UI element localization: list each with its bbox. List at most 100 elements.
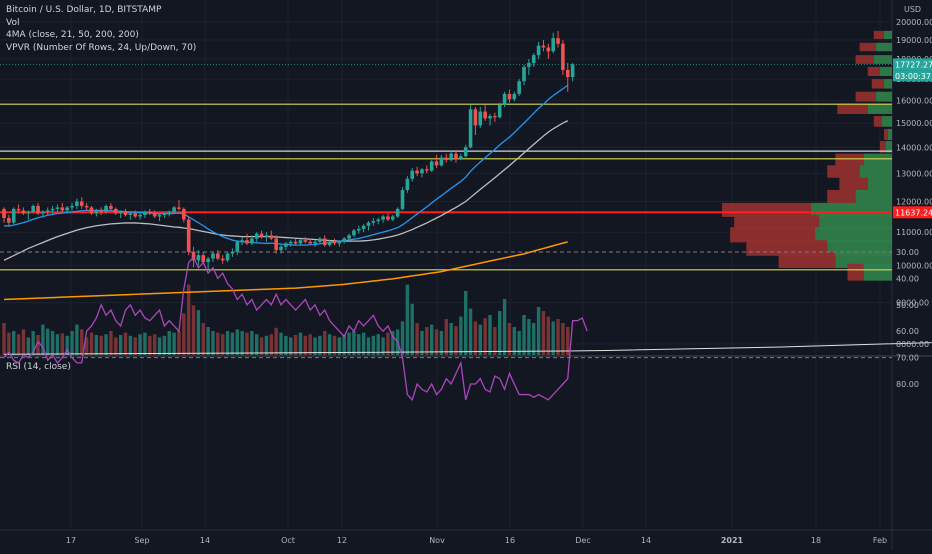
chart-legend: Bitcoin / U.S. Dollar, 1D, BITSTAMP Vol … [6,4,196,54]
rsi-tick-label: 80.00 [896,380,919,389]
vpvr-bar-up [887,128,892,141]
volume-bar [245,332,249,355]
vpvr-bar-up [875,42,892,52]
candle-body [11,208,16,223]
indicator-volume[interactable]: Vol [6,17,20,28]
countdown-badge-bg [893,70,932,82]
candle-body [216,253,220,259]
vpvr-bar-up [867,177,892,191]
vpvr-bar-up [881,116,892,127]
candle-body [449,153,453,161]
rsi-title: RSI (14, close) [6,362,71,372]
candle-body [196,255,201,261]
time-tick-label: 16 [505,536,515,545]
volume-bar [21,329,26,355]
candle-body [113,208,118,214]
volume-bar [206,327,210,355]
vpvr-bar-up [863,263,892,281]
volume-bar [274,327,278,355]
candle-body [245,240,249,244]
candle-body [31,205,35,212]
symbol-title[interactable]: Bitcoin / U.S. Dollar, 1D, BITSTAMP [6,5,162,15]
vpvr-bar-up [863,153,892,166]
vpvr-bar-down [879,141,886,153]
candle-body [298,240,303,244]
candle-body [65,207,69,211]
candle-body [410,170,415,179]
volume-bar [196,310,201,355]
marked-level-badge: 11637.24 [895,208,932,217]
vpvr-bar-up [811,202,892,217]
volume-bar [337,337,342,355]
candle-body [488,116,492,119]
candle-body [94,210,99,214]
volume-bar [104,334,108,355]
volume-bar [381,337,385,355]
candle-body [201,255,206,263]
candle-body [157,214,162,217]
rsi-tick-label: 30.00 [896,248,919,257]
volume-bar [7,332,11,355]
indicator-ma[interactable]: 4MA (close, 21, 50, 200, 200) [6,30,139,40]
volume-bar [2,323,6,355]
candle-body [361,225,366,229]
candle-body [182,208,186,220]
volume-bar [191,305,196,355]
volume-bar [26,337,30,355]
ma200-line [3,241,568,301]
candle-body [327,241,332,246]
candle-body [50,208,55,211]
volume-bar [201,323,205,355]
volume-bar [425,327,429,355]
candle-body [26,211,31,214]
volume-bar [279,332,283,355]
volume-bar [546,316,551,355]
volume-bar [561,323,565,355]
indicator-vpvr[interactable]: VPVR (Number Of Rows, 24, Up/Down, 70) [6,42,197,53]
volume-bar [240,331,244,355]
volume-bar [352,331,356,355]
vpvr-bar-down [734,214,820,230]
candle-body [313,241,317,244]
ma200-secondary-line [3,342,932,355]
volume-bar [250,331,254,355]
candle-body [502,93,507,105]
vpvr-bar-down [847,263,864,281]
volume-bar [118,335,123,355]
vpvr-bar-up [883,79,892,89]
candles [2,30,575,270]
candle-body [478,111,483,126]
volume-bar [420,331,424,355]
volume-bar [114,337,118,355]
volume-bar [371,335,376,355]
candle-body [75,201,79,206]
vpvr-bar-down [871,79,884,89]
vpvr-bar-up [885,141,892,153]
candle-body [79,201,84,206]
candle-body [7,218,11,223]
time-tick-label: Feb [873,536,887,545]
volume-bar [60,333,65,355]
candle-body [420,169,424,174]
rsi-tick-label: 70.00 [896,354,919,363]
rsi-panel: 30.00 40.00 50.00 60.00 70.00 80.00 RSI (14, c… [0,248,919,402]
candle-body [21,210,26,214]
candle-body [240,240,244,242]
vpvr-bar-down [827,165,860,178]
volume-bar [449,323,453,355]
price-tick-label: 19000.00 [896,36,932,45]
candle-body [284,243,288,247]
candle-body [444,157,449,161]
time-tick-label: 12 [337,536,347,545]
ma50-line [3,120,569,261]
volume-bar [347,332,351,355]
volume-bar [522,315,526,355]
volume-bar [493,327,497,355]
volume-bar [357,334,361,355]
candle-body [308,241,312,244]
vpvr-profile [722,30,892,281]
candle-body [235,241,240,252]
